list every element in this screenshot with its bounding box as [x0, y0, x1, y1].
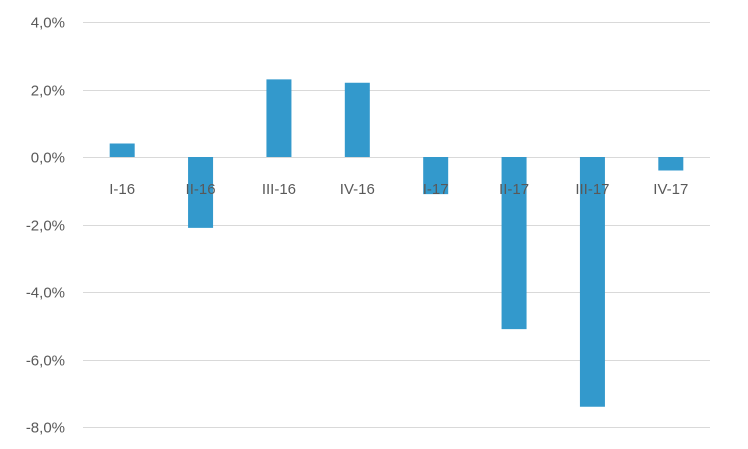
- y-tick-label: -4,0%: [26, 285, 65, 302]
- y-tick-label: -8,0%: [26, 420, 65, 437]
- bar-ii-17: [501, 157, 527, 330]
- y-tick-label: 2,0%: [31, 83, 65, 100]
- bar-iii-17: [579, 157, 605, 407]
- bar-i-17: [423, 157, 449, 195]
- gridlines: [83, 22, 710, 428]
- y-tick-label: 4,0%: [31, 15, 65, 32]
- bars: [109, 79, 684, 407]
- bar-i-16: [109, 143, 135, 157]
- y-tick-label: 0,0%: [31, 150, 65, 167]
- category-label: I-17: [423, 181, 449, 198]
- category-label: III-16: [262, 181, 296, 198]
- bar-ii-16: [188, 157, 214, 228]
- bar-iv-16: [344, 82, 370, 157]
- y-tick-label: -6,0%: [26, 353, 65, 370]
- category-labels: I-16 II-16 III-16 IV-16 I-17 II-17 III-17 IV-17: [109, 181, 688, 198]
- y-tick-label: -2,0%: [26, 218, 65, 235]
- category-label: I-16: [109, 181, 135, 198]
- category-label: II-17: [499, 181, 529, 198]
- bar-iii-16: [266, 79, 292, 157]
- category-label: III-17: [575, 181, 609, 198]
- bar-iv-17: [658, 157, 684, 171]
- y-axis-tick-labels: 4,0% 2,0% 0,0% -2,0% -4,0% -6,0% -8,0%: [26, 15, 65, 437]
- category-label: II-16: [186, 181, 216, 198]
- category-label: IV-17: [653, 181, 688, 198]
- category-label: IV-16: [340, 181, 375, 198]
